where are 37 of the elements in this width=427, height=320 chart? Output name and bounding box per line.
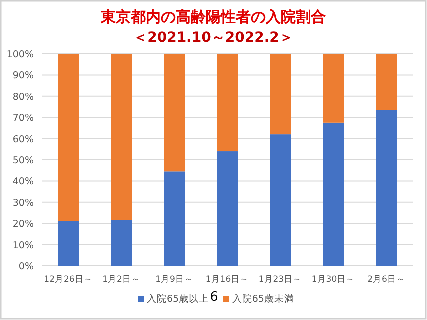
x-tick-label: 1月16日～ (206, 275, 250, 285)
bar (111, 220, 132, 266)
y-tick-label: 70% (12, 113, 34, 124)
chart-subtitle: ＜2021.10～2022.2＞ (134, 30, 294, 46)
y-tick-label: 0% (18, 262, 34, 272)
chart-title: 東京都内の高齢陽性者の入院割合 (100, 8, 326, 26)
legend-label: 入院65歳未満 (232, 293, 294, 305)
bar (164, 54, 185, 172)
bar (376, 54, 397, 110)
y-tick-label: 60% (12, 134, 34, 146)
bar (217, 152, 238, 266)
bar (164, 172, 185, 266)
text: 6 (210, 290, 218, 305)
bar (323, 122, 344, 266)
bar (111, 54, 132, 220)
x-tick-label: 12月26日～ (44, 275, 93, 285)
y-tick-label: 10% (12, 240, 34, 252)
x-tick-label: 1月2日～ (102, 275, 140, 285)
bar (270, 134, 291, 266)
y-tick-label: 90% (12, 70, 34, 82)
x-tick-label: 2月6日～ (368, 275, 406, 285)
y-tick-label: 50% (12, 156, 34, 166)
bar (323, 54, 344, 123)
y-tick-label: 20% (12, 219, 34, 230)
x-tick-label: 1月23日～ (258, 275, 302, 285)
x-tick-label: 1月30日～ (312, 275, 356, 285)
y-tick-label: 30% (12, 198, 34, 209)
bar (58, 221, 79, 266)
bar (270, 54, 291, 135)
y-tick-label: 80% (12, 92, 34, 103)
y-tick-label: 100% (6, 50, 34, 60)
bar (217, 54, 238, 152)
x-tick-label: 1月9日～ (156, 275, 194, 285)
y-tick-label: 40% (12, 176, 34, 188)
bar (376, 110, 397, 266)
legend-label: 入院65歳以上 (147, 293, 210, 305)
bar (58, 54, 79, 222)
